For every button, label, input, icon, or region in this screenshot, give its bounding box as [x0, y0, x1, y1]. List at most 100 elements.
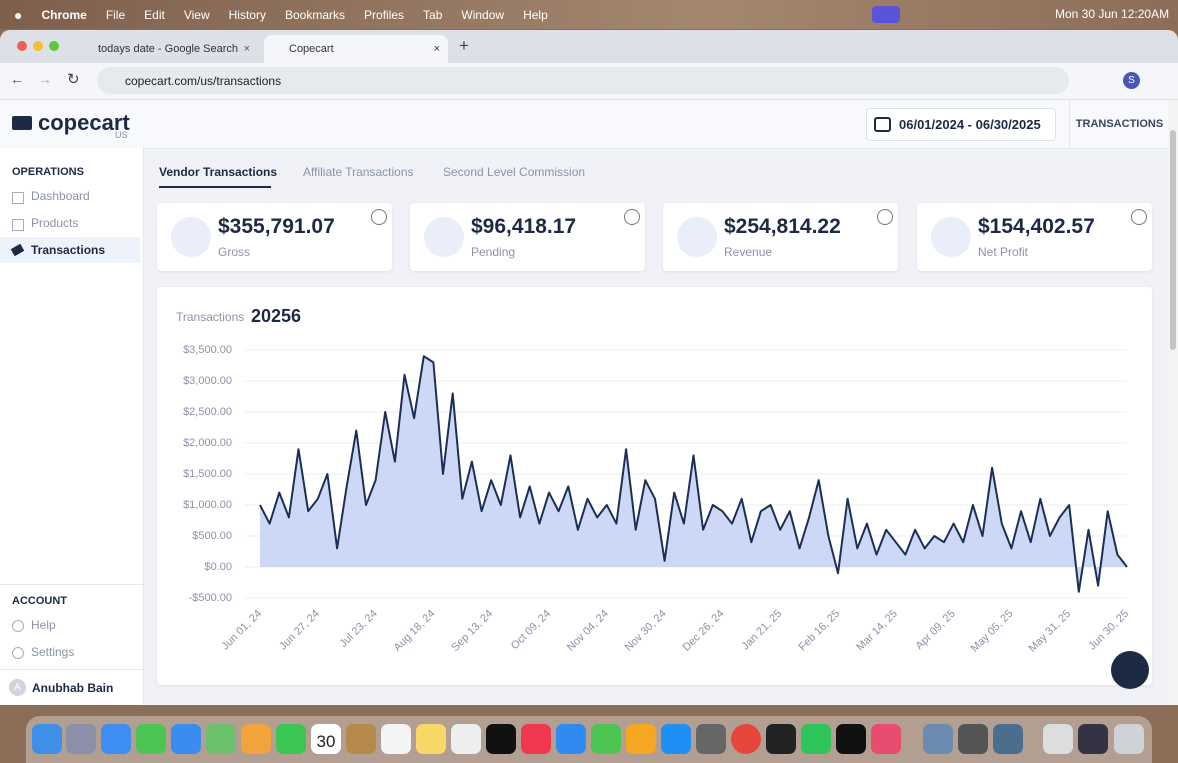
- menu[interactable]: File: [105, 7, 126, 22]
- nav-item[interactable]: Settings: [31, 645, 75, 659]
- dock-icon[interactable]: [731, 724, 761, 754]
- dock-icon[interactable]: [416, 724, 446, 754]
- nav-item[interactable]: Dashboard: [31, 189, 90, 203]
- x-tick-label: Aug 18, 24: [391, 608, 437, 654]
- logo-icon: [12, 116, 32, 130]
- browser-tab[interactable]: todays date - Google Search ×: [98, 43, 250, 55]
- dock-icon[interactable]: [381, 724, 411, 754]
- info-icon[interactable]: [1131, 209, 1147, 225]
- menu-bar: ● Chrome File Edit View History Bookmark…: [0, 0, 1178, 29]
- dock-icon[interactable]: [451, 724, 481, 754]
- menu[interactable]: Profiles: [364, 7, 405, 22]
- menu[interactable]: Edit: [144, 7, 165, 22]
- status-icon[interactable]: [872, 6, 900, 23]
- dock-icon[interactable]: [136, 724, 166, 754]
- divider: [0, 584, 143, 585]
- app-menu[interactable]: Chrome: [41, 7, 87, 22]
- dock-icon[interactable]: [696, 724, 726, 754]
- dock-icon[interactable]: [871, 724, 901, 754]
- divider: [0, 669, 143, 670]
- section-heading: ACCOUNT: [12, 595, 67, 607]
- menu[interactable]: Help: [523, 7, 548, 22]
- dock-icon[interactable]: [556, 724, 586, 754]
- nav-item-active[interactable]: Transactions: [31, 243, 106, 257]
- dock-icon[interactable]: [346, 724, 376, 754]
- x-tick-label: Jan 21, 25: [740, 608, 785, 653]
- icon: [12, 620, 24, 632]
- tab[interactable]: Vendor Transactions: [159, 165, 278, 179]
- card-icon: [931, 217, 971, 257]
- chat-button[interactable]: [1111, 651, 1149, 689]
- menu[interactable]: View: [183, 7, 210, 22]
- scrollbar: [1168, 100, 1178, 705]
- dock-icon[interactable]: [66, 724, 96, 754]
- menu[interactable]: Bookmarks: [284, 7, 346, 22]
- dock-icon[interactable]: [101, 724, 131, 754]
- trash-icon[interactable]: [1114, 724, 1144, 754]
- clock[interactable]: Mon 30 Jun 12:20AM: [1055, 7, 1170, 21]
- dock-icon[interactable]: [661, 724, 691, 754]
- logo[interactable]: copecart: [38, 110, 130, 135]
- card-icon: [171, 217, 211, 257]
- dock-icon[interactable]: [1043, 724, 1073, 754]
- tab[interactable]: Second Level Commission: [443, 165, 586, 179]
- dock-icon[interactable]: [591, 724, 621, 754]
- card-label: Net Profit: [978, 245, 1029, 259]
- info-icon[interactable]: [877, 209, 893, 225]
- x-tick-label: Oct 09, 24: [509, 608, 553, 652]
- icon: [12, 647, 24, 659]
- dock-icon[interactable]: [486, 724, 516, 754]
- browser-tab-active[interactable]: Copecart ×: [264, 35, 448, 63]
- address-bar[interactable]: copecart.com/us/transactions: [97, 67, 1069, 94]
- reload-button[interactable]: ↻: [67, 71, 80, 88]
- info-icon[interactable]: [371, 209, 387, 225]
- chart-card: Transactions 20256 -$500.00 $0.00 $500.00 $…: [157, 287, 1152, 685]
- x-tick-label: Feb 16, 25: [797, 608, 843, 654]
- x-tick-label: Jun 01, 24: [219, 608, 264, 653]
- tab[interactable]: Affiliate Transactions: [303, 165, 414, 179]
- apple-menu[interactable]: ●: [14, 6, 23, 23]
- new-tab[interactable]: +: [459, 36, 469, 55]
- dock-icon[interactable]: [241, 724, 271, 754]
- x-tick-label: Nov 30, 24: [623, 608, 669, 654]
- tab-title: Copecart: [289, 43, 334, 55]
- dock-icon[interactable]: [626, 724, 656, 754]
- dock-icon[interactable]: [923, 724, 953, 754]
- info-icon[interactable]: [624, 209, 640, 225]
- dock-icon[interactable]: [206, 724, 236, 754]
- chart-title: Transactions: [176, 310, 244, 324]
- back-button[interactable]: ←: [10, 71, 24, 87]
- menu[interactable]: History: [228, 7, 266, 22]
- forward-button[interactable]: →: [38, 71, 52, 87]
- dock-icon[interactable]: [521, 724, 551, 754]
- nav-item[interactable]: Help: [31, 618, 56, 632]
- dock-icon[interactable]: [836, 724, 866, 754]
- minimize-window[interactable]: [33, 41, 43, 51]
- dock-icon[interactable]: [276, 724, 306, 754]
- zoom-window[interactable]: [49, 41, 59, 51]
- dock-icon[interactable]: [993, 724, 1023, 754]
- stat-card: $154,402.57 Net Profit: [917, 203, 1152, 271]
- nav-link[interactable]: TRANSACTIONS: [1069, 100, 1168, 148]
- dock-icon[interactable]: [1078, 724, 1108, 754]
- profile[interactable]: S: [1123, 72, 1140, 89]
- close-window[interactable]: [17, 41, 27, 51]
- card-value: $355,791.07: [218, 215, 335, 238]
- menu[interactable]: Window: [461, 7, 505, 22]
- dock-icon[interactable]: [958, 724, 988, 754]
- y-tick-label: $3,000.00: [183, 375, 232, 387]
- dock-icon[interactable]: [171, 724, 201, 754]
- dock-icon[interactable]: [32, 724, 62, 754]
- x-tick-label: Nov 04, 24: [565, 608, 611, 654]
- user-name[interactable]: Anubhab Bain: [32, 681, 114, 695]
- date-picker[interactable]: 06/01/2024 - 06/30/2025: [866, 108, 1056, 141]
- card-icon: [677, 217, 717, 257]
- x-tick-label: May 31, 25: [1026, 608, 1073, 655]
- menu[interactable]: Tab: [423, 7, 443, 22]
- nav-item[interactable]: Products: [31, 216, 79, 230]
- dock-icon[interactable]: [766, 724, 796, 754]
- dock-icon[interactable]: [801, 724, 831, 754]
- calendar-icon[interactable]: 30: [311, 724, 341, 754]
- toolbar: ← → ↻ copecart.com/us/transactions S: [0, 63, 1178, 100]
